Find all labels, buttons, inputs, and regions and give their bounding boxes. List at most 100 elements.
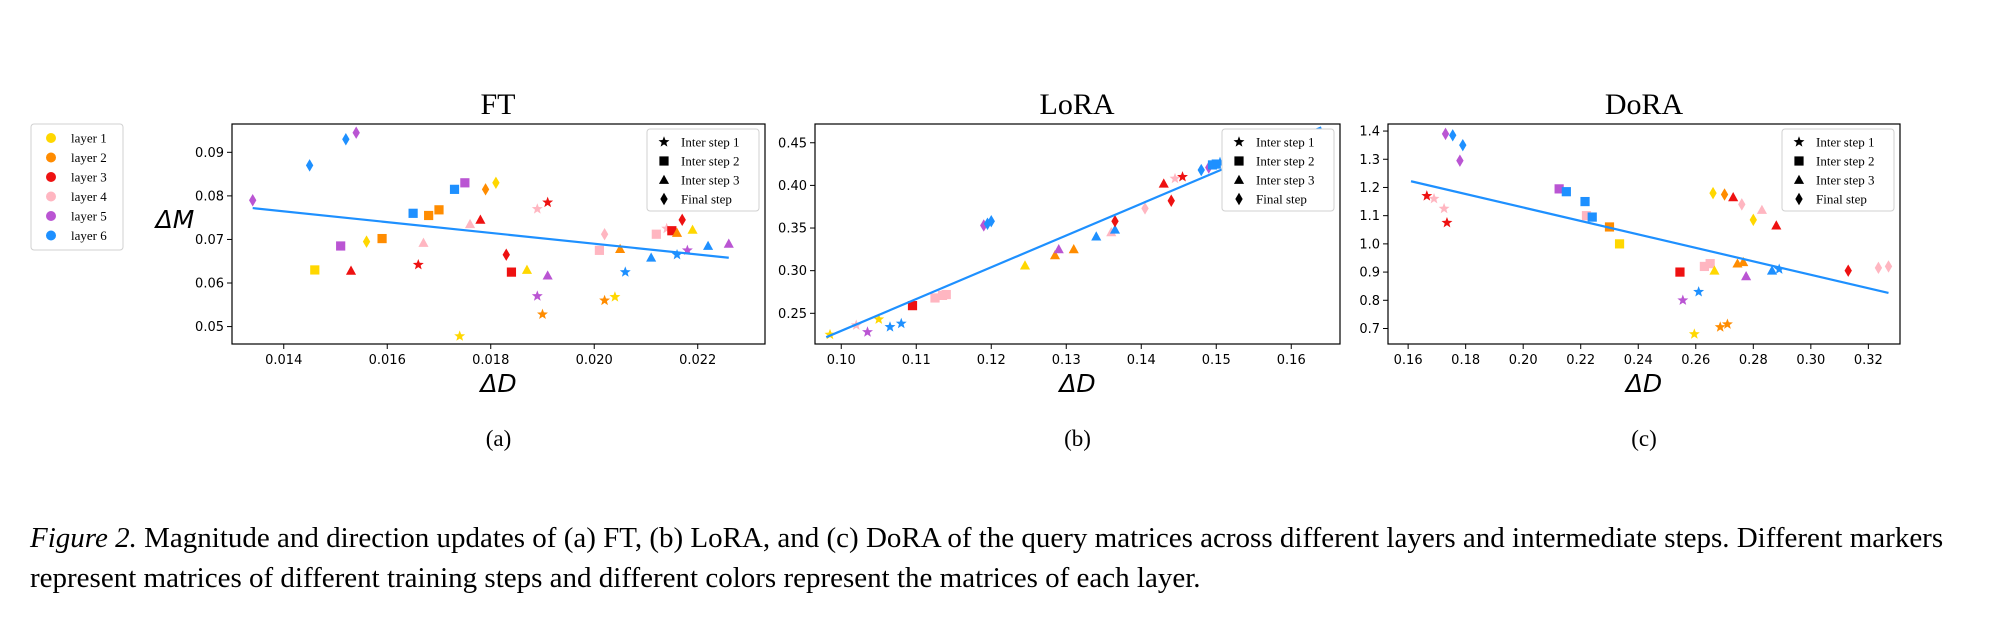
data-point-ft [481,183,490,196]
data-point-dora [1614,239,1625,249]
data-point-ft [434,205,444,215]
x-tick-label-dora: 0.30 [1796,353,1825,368]
data-point-ft [599,294,611,306]
data-point-dora [1749,213,1757,227]
data-point-dora [1738,198,1746,211]
data-point-dora [1459,138,1467,152]
x-tick-label-dora: 0.24 [1624,353,1653,368]
data-point-dora [1581,211,1592,221]
legend-marker-diamond-dora [1795,192,1803,206]
x-tick-label-lora: 0.11 [902,353,931,368]
data-point-ft [449,184,460,194]
data-point-dora [1720,188,1729,201]
legend-marker-layer-1 [46,133,56,143]
figure-caption: Figure 2. Magnitude and direction update… [30,518,1970,598]
x-axis-label-dora: ΔD [1624,369,1662,398]
data-point-ft [249,194,257,207]
y-tick-label-dora: 1.3 [1359,153,1380,168]
data-point-ft [362,235,371,248]
legend-marker-square-lora [1234,156,1244,166]
step-legend-frame-dora [1781,128,1895,212]
x-tick-label-dora: 0.28 [1739,353,1768,368]
data-point-dora [1449,129,1457,142]
data-point-lora [873,313,885,324]
data-point-ft [594,245,605,255]
data-point-lora [1214,156,1226,168]
data-point-ft [305,159,314,172]
data-point-lora [1019,260,1031,270]
x-tick-label-dora: 0.26 [1681,353,1710,368]
legend-marker-layer-4 [46,191,56,202]
data-point-ft [537,308,548,320]
data-point-dora [1874,261,1883,275]
data-point-lora [895,317,907,329]
data-point-lora [1167,194,1175,207]
x-tick-label-dora: 0.16 [1394,353,1423,368]
x-tick-label-ft: 0.018 [472,353,509,368]
data-point-ft [345,265,357,275]
data-point-lora [1177,171,1188,182]
data-point-dora [1766,265,1778,275]
data-point-lora [1109,224,1121,234]
data-point-dora [1438,202,1450,214]
data-point-dora [1677,294,1689,305]
x-tick-label-lora: 0.10 [827,353,856,368]
data-point-ft [661,222,673,234]
step-legend-label-dora: Final step [1816,192,1867,207]
y-tick-label-dora: 1.1 [1359,209,1380,224]
x-tick-label-lora: 0.15 [1202,353,1231,368]
y-tick-label-ft: 0.06 [195,277,224,292]
data-point-ft [531,290,543,301]
legend-marker-diamond-ft [660,192,668,206]
caption-label: Figure 2. [30,522,137,554]
y-tick-label-ft: 0.07 [195,233,224,248]
data-point-ft [454,330,466,341]
data-point-ft [521,264,533,274]
data-point-lora [1091,231,1102,241]
step-legend-frame-lora [1221,128,1335,212]
plot-frame-lora [814,123,1341,345]
x-tick-label-ft: 0.016 [369,353,406,368]
caption-text: Magnitude and direction updates of (a) F… [30,522,1944,594]
y-tick-label-ft: 0.09 [195,146,224,161]
legend-marker-layer-3 [46,172,56,182]
data-point-dora [1428,192,1440,204]
step-legend-lora: Inter step 1 Inter step 2 Inter step 3 Fina… [1221,128,1335,212]
data-point-ft [377,233,387,244]
trend-line-ft [252,206,729,259]
data-point-dora [1688,328,1700,339]
step-legend-label-ft: Inter step 3 [681,173,739,188]
y-tick-label-lora: 0.30 [778,264,807,279]
x-tick-label-lora: 0.12 [977,353,1006,368]
data-point-lora [1211,159,1221,169]
data-point-ft [687,224,698,234]
data-point-dora [1421,190,1433,201]
data-point-ft [619,266,631,277]
step-legend-ft: Inter step 1 Inter step 2 Inter step 3 Fina… [646,128,760,212]
x-axis-label-lora: ΔD [1057,369,1095,398]
panel-sublabel-ft: (a) [486,426,512,451]
legend-marker-square-ft [659,156,669,166]
data-point-ft [310,265,320,275]
data-point-lora [1049,250,1061,260]
x-tick-label-lora: 0.13 [1052,353,1081,368]
data-point-dora [1884,260,1893,273]
data-point-dora [1699,261,1710,272]
data-point-ft [671,248,683,260]
data-point-dora [1771,220,1782,230]
data-point-ft [671,227,683,237]
data-point-lora [884,321,896,332]
step-legend-label-lora: Inter step 2 [1256,154,1314,169]
step-legend-label-lora: Inter step 1 [1256,135,1314,150]
x-tick-label-lora: 0.16 [1277,353,1306,368]
legend-marker-square-dora [1794,156,1804,166]
y-tick-label-dora: 0.8 [1359,294,1380,309]
data-point-lora [987,214,995,228]
data-point-ft [492,176,500,190]
x-tick-label-ft: 0.014 [265,353,302,368]
step-legend-label-ft: Inter step 2 [681,154,739,169]
data-point-ft [678,213,686,227]
data-point-dora [1441,216,1453,228]
legend-label-layer-4: layer 4 [71,189,107,204]
data-point-lora [907,301,918,311]
